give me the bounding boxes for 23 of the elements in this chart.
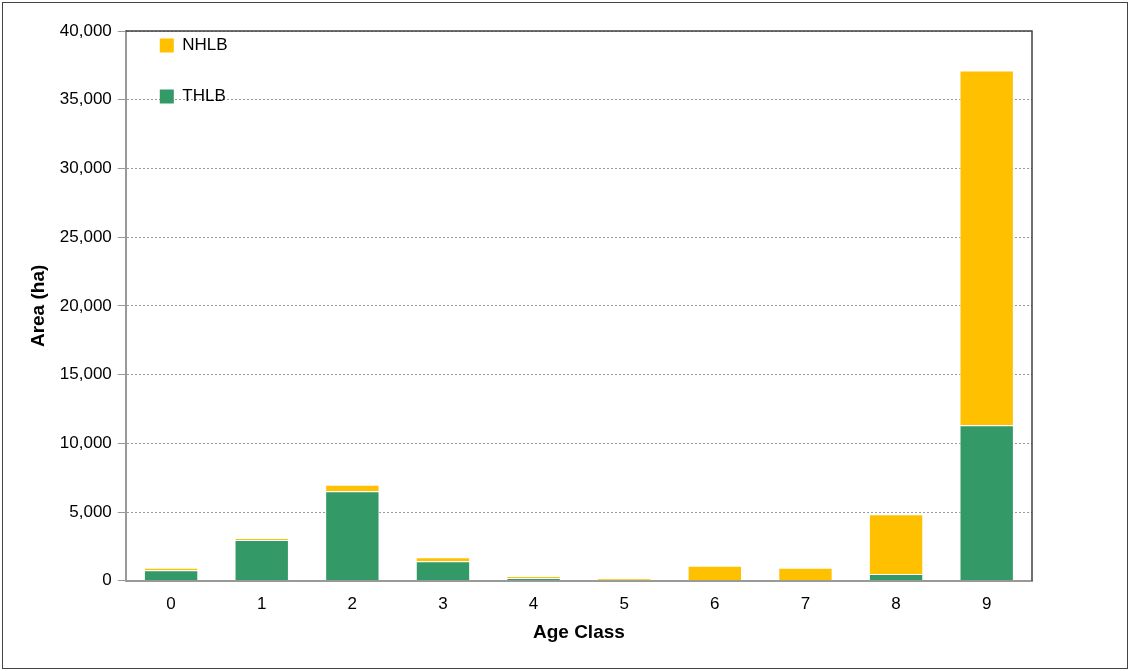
- x-tick-label: 5: [619, 593, 629, 613]
- y-tick-label: 15,000: [59, 364, 112, 384]
- y-tick-label: 10,000: [59, 433, 112, 453]
- y-axis-title: Area (ha): [26, 264, 48, 348]
- x-tick-label: 4: [528, 593, 539, 613]
- legend-label: THLB: [182, 86, 226, 106]
- y-tick-label: 0: [102, 570, 112, 590]
- y-tick-label: 20,000: [59, 295, 112, 315]
- y-tick-label: 5,000: [69, 501, 112, 521]
- x-tick-label: 3: [438, 593, 448, 613]
- x-tick-label: 9: [981, 593, 992, 613]
- x-axis-title: Age Class: [532, 620, 625, 642]
- x-tick-label: 8: [891, 593, 901, 613]
- legend-label: NHLB: [182, 35, 228, 55]
- x-tick-label: 6: [710, 593, 720, 613]
- x-tick-label: 0: [166, 593, 176, 613]
- y-tick-label: 30,000: [59, 158, 112, 178]
- x-tick-label: 1: [256, 593, 267, 613]
- x-tick-label: 7: [800, 593, 811, 613]
- y-tick-label: 35,000: [59, 89, 112, 109]
- y-tick-label: 25,000: [59, 226, 112, 246]
- x-tick-label: 2: [347, 593, 358, 613]
- y-tick-label: 40,000: [59, 20, 112, 40]
